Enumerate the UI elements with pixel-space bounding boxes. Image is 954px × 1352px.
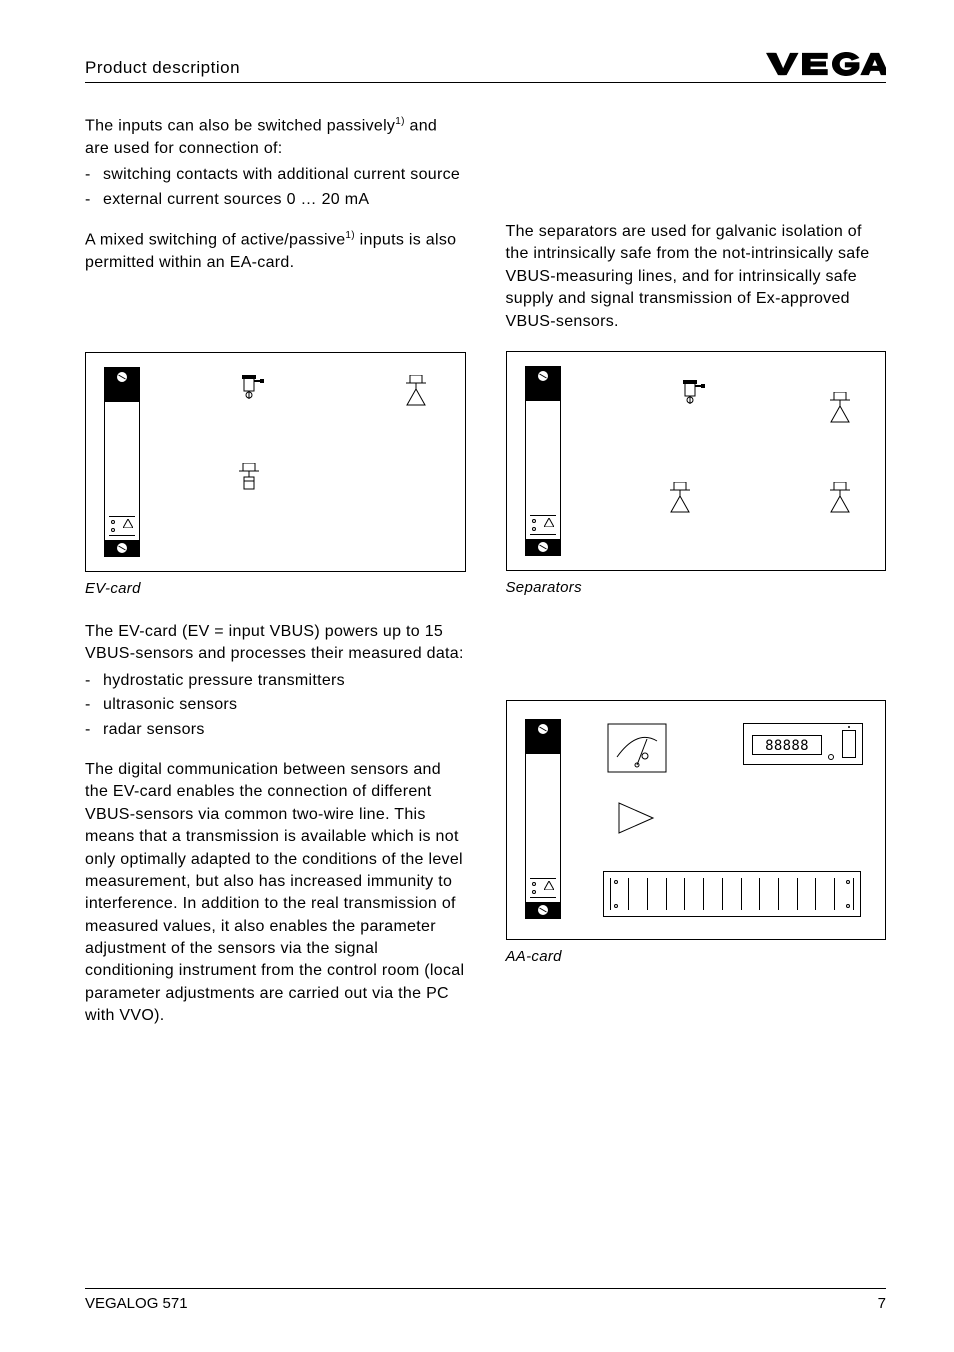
paragraph: The separators are used for galvanic iso… <box>506 221 887 333</box>
radar-sensor-icon <box>827 392 853 426</box>
ev-card-figure <box>85 352 466 572</box>
paragraph: The inputs can also be switched passivel… <box>85 115 466 160</box>
amplifier-icon <box>617 801 657 835</box>
section-title: Product description <box>85 58 240 78</box>
pressure-transmitter-icon <box>677 380 707 410</box>
figure-caption: Separators <box>506 577 887 598</box>
radar-sensor-icon <box>827 482 853 516</box>
left-column: The inputs can also be switched passivel… <box>85 115 466 1046</box>
analog-meter-icon <box>607 723 667 773</box>
paragraph: The EV-card (EV = input VBUS) powers up … <box>85 621 466 666</box>
bullet-list: -hydrostatic pressure transmitters -ultr… <box>85 670 466 741</box>
paragraph: The digital communication between sensor… <box>85 759 466 1028</box>
separators-figure <box>506 351 887 571</box>
footer-product: VEGALOG 571 <box>85 1295 188 1312</box>
page-footer: VEGALOG 571 7 <box>85 1288 886 1312</box>
radar-sensor-icon <box>667 482 693 516</box>
aa-card-figure: 88888 <box>506 700 887 940</box>
page-number: 7 <box>878 1295 886 1312</box>
figure-caption: EV-card <box>85 578 466 599</box>
list-item: -ultrasonic sensors <box>85 694 466 716</box>
paragraph: A mixed switching of active/passive1) in… <box>85 229 466 274</box>
digital-display-icon: 88888 <box>743 723 863 765</box>
list-item: - switching contacts with additional cur… <box>85 164 466 186</box>
content-columns: The inputs can also be switched passivel… <box>85 115 886 1046</box>
list-item: - external current sources 0 … 20 mA <box>85 189 466 211</box>
right-column: The separators are used for galvanic iso… <box>506 115 887 1046</box>
radar-sensor-icon <box>403 375 429 409</box>
bullet-list: - switching contacts with additional cur… <box>85 164 466 211</box>
page-header: Product description <box>85 50 886 83</box>
strip-recorder-icon <box>603 871 862 917</box>
figure-caption: AA-card <box>506 946 887 967</box>
pressure-transmitter-icon <box>236 375 266 405</box>
list-item: -radar sensors <box>85 719 466 741</box>
ultrasonic-sensor-icon <box>236 463 262 493</box>
vega-logo <box>766 50 886 78</box>
list-item: -hydrostatic pressure transmitters <box>85 670 466 692</box>
